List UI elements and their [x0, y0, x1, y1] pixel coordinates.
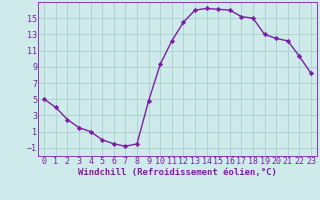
X-axis label: Windchill (Refroidissement éolien,°C): Windchill (Refroidissement éolien,°C) [78, 168, 277, 177]
